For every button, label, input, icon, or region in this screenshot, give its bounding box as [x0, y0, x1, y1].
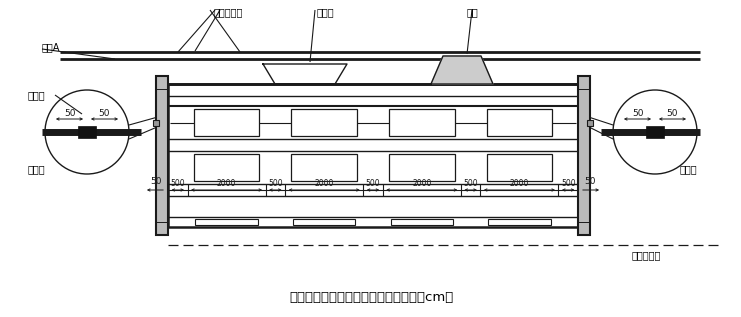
Bar: [389, 154, 455, 181]
Text: 50: 50: [99, 109, 110, 119]
Bar: [487, 109, 552, 136]
Text: 连接器: 连接器: [680, 164, 697, 174]
Bar: [78, 126, 96, 138]
Bar: [578, 76, 590, 235]
Text: 对称中心线: 对称中心线: [632, 250, 662, 260]
Text: 2000: 2000: [510, 179, 529, 189]
Bar: [389, 109, 455, 136]
Text: 2000: 2000: [217, 179, 236, 189]
Polygon shape: [431, 56, 493, 84]
Text: 500: 500: [561, 179, 576, 189]
Bar: [156, 76, 168, 235]
Bar: [391, 219, 453, 225]
Text: 50: 50: [584, 178, 596, 186]
Bar: [291, 109, 357, 136]
Text: 空心板预制场布置示意图（尺寸单位：cm）: 空心板预制场布置示意图（尺寸单位：cm）: [289, 291, 453, 304]
Text: 2000: 2000: [314, 179, 334, 189]
Bar: [293, 219, 356, 225]
Text: 连接器: 连接器: [28, 164, 46, 174]
Bar: [193, 154, 259, 181]
Text: 设施A: 设施A: [42, 42, 60, 52]
Text: 500: 500: [463, 179, 478, 189]
Text: 50: 50: [150, 178, 162, 186]
Bar: [291, 154, 357, 181]
Text: 台座: 台座: [466, 7, 478, 17]
Text: 500: 500: [366, 179, 380, 189]
Text: 50: 50: [632, 109, 644, 119]
Bar: [646, 126, 664, 138]
Bar: [193, 109, 259, 136]
Text: 50: 50: [64, 109, 76, 119]
Text: 门机吸轨道: 门机吸轨道: [213, 7, 243, 17]
Text: 2000: 2000: [412, 179, 431, 189]
Text: 500: 500: [268, 179, 283, 189]
Bar: [487, 154, 552, 181]
Bar: [153, 120, 159, 126]
Text: 千斤顶: 千斤顶: [28, 90, 46, 100]
Bar: [196, 219, 258, 225]
Text: 支撑梁: 支撑梁: [316, 7, 333, 17]
Text: 500: 500: [170, 179, 185, 189]
Bar: [587, 120, 593, 126]
Bar: [488, 219, 551, 225]
Bar: [168, 84, 578, 227]
Text: 50: 50: [666, 109, 678, 119]
